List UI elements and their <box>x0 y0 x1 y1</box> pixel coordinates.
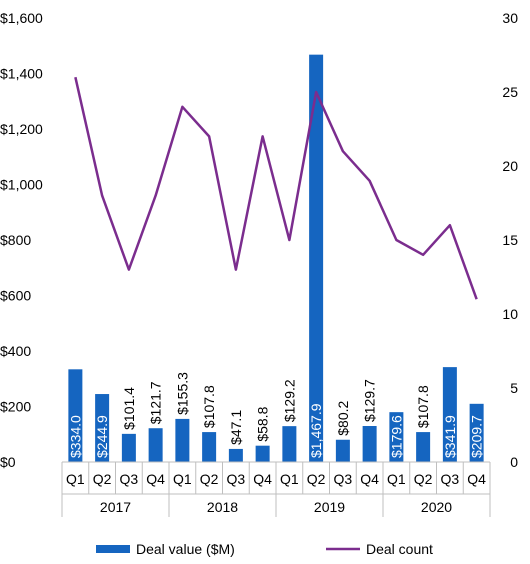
x-tick-label: Q1 <box>387 471 406 487</box>
x-tick-label: Q2 <box>307 471 326 487</box>
bar <box>175 418 190 462</box>
y-left-tick-label: $200 <box>0 399 31 415</box>
y-right-tick-label: 0 <box>510 454 518 470</box>
x-tick-label: Q4 <box>360 471 379 487</box>
bar <box>469 403 484 462</box>
y-left-tick-label: $600 <box>0 288 31 304</box>
x-tick-label: Q2 <box>93 471 112 487</box>
bar-data-label: $334.0 <box>67 415 83 458</box>
bar-data-label: $244.9 <box>94 415 110 458</box>
y-right-tick-label: 5 <box>510 380 518 396</box>
bar-data-label: $129.2 <box>281 379 297 422</box>
bar-data-label: $58.8 <box>255 406 271 441</box>
bar <box>362 426 377 462</box>
bar <box>68 369 83 462</box>
bar-data-label: $1,467.9 <box>308 403 324 458</box>
bar-data-label: $129.7 <box>362 379 378 422</box>
bar <box>442 367 457 462</box>
x-tick-label: Q3 <box>120 471 139 487</box>
x-tick-label: Q3 <box>441 471 460 487</box>
bar-data-label: $341.9 <box>442 415 458 458</box>
bar <box>228 448 243 462</box>
y-right-tick-label: 15 <box>502 232 518 248</box>
y-right-tick-label: 20 <box>502 158 518 174</box>
y-left-tick-label: $800 <box>0 232 31 248</box>
bar <box>255 445 270 462</box>
x-tick-label: Q2 <box>414 471 433 487</box>
bar <box>416 432 431 462</box>
bar <box>282 426 297 462</box>
y-left-tick-label: $0 <box>0 454 16 470</box>
bar <box>389 412 404 462</box>
bar-data-label: $155.3 <box>174 372 190 415</box>
bar <box>309 54 324 463</box>
bar <box>148 428 163 462</box>
bar <box>95 394 110 462</box>
bar-data-label: $179.6 <box>388 415 404 458</box>
y-right-tick-label: 30 <box>502 10 518 26</box>
bar <box>121 433 136 462</box>
bar-data-label: $101.4 <box>121 387 137 430</box>
bar-data-label: $80.2 <box>335 400 351 435</box>
x-group-label: 2019 <box>314 499 345 515</box>
deal-count-line <box>74 76 478 300</box>
x-tick-label: Q2 <box>200 471 219 487</box>
x-tick-label: Q3 <box>227 471 246 487</box>
y-left-tick-label: $1,400 <box>0 66 43 82</box>
y-left-tick-label: $400 <box>0 343 31 359</box>
x-tick-label: Q1 <box>173 471 192 487</box>
x-group-label: 2018 <box>207 499 238 515</box>
bar-data-label: $47.1 <box>228 410 244 445</box>
bar-data-label: $121.7 <box>148 381 164 424</box>
bar-data-label: $107.8 <box>201 385 217 428</box>
y-left-tick-label: $1,000 <box>0 177 43 193</box>
legend-swatch-deal-value <box>96 545 130 553</box>
x-tick-label: Q4 <box>253 471 272 487</box>
bar <box>202 432 217 462</box>
legend-label-deal-count: Deal count <box>366 541 433 557</box>
x-tick-label: Q3 <box>334 471 353 487</box>
x-tick-label: Q1 <box>280 471 299 487</box>
bar-data-label: $107.8 <box>415 385 431 428</box>
x-tick-label: Q4 <box>146 471 165 487</box>
bar-data-label: $209.7 <box>469 415 485 458</box>
x-group-label: 2017 <box>100 499 131 515</box>
y-right-tick-label: 10 <box>502 306 518 322</box>
legend-label-deal-value: Deal value ($M) <box>136 541 235 557</box>
x-tick-label: Q1 <box>66 471 85 487</box>
bar <box>335 439 350 462</box>
y-left-tick-label: $1,600 <box>0 10 43 26</box>
x-group-label: 2020 <box>421 499 452 515</box>
y-right-tick-label: 25 <box>502 84 518 100</box>
y-left-tick-label: $1,200 <box>0 121 43 137</box>
x-tick-label: Q4 <box>467 471 486 487</box>
